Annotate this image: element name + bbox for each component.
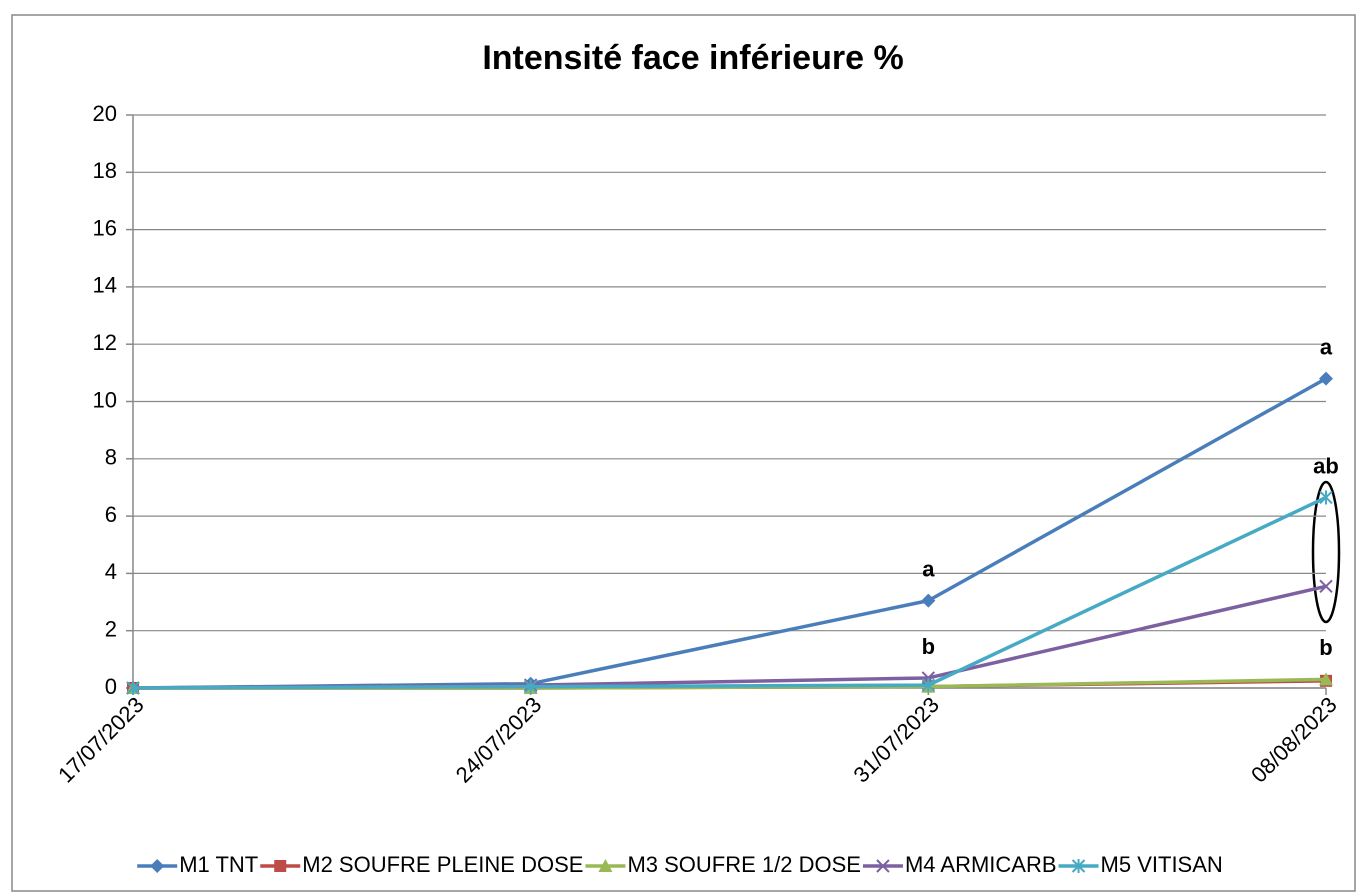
chart-title: Intensité face inférieure % (482, 39, 903, 77)
annotation: b (922, 634, 935, 659)
y-tick-label: 8 (105, 445, 117, 470)
annotation: a (922, 556, 935, 581)
marker (274, 860, 287, 872)
marker (921, 678, 936, 693)
y-tick-label: 2 (105, 617, 117, 642)
marker (523, 679, 538, 694)
y-tick-label: 18 (93, 158, 117, 183)
marker (921, 593, 936, 608)
legend-label: M1 TNT (179, 852, 258, 877)
marker (1319, 579, 1333, 593)
y-tick-label: 10 (93, 387, 117, 412)
marker (1071, 859, 1086, 873)
legend-label: M3 SOUFRE 1/2 DOSE (627, 852, 861, 877)
marker (1319, 371, 1333, 386)
legend-label: M2 SOUFRE PLEINE DOSE (302, 852, 583, 877)
legend: M1 TNT M2 SOUFRE PLEINE DOSE M3 SOUFRE 1/2… (137, 852, 1223, 877)
marker (598, 859, 613, 872)
chart-border (11, 14, 1356, 892)
legend-label: M5 VITISAN (1101, 852, 1223, 877)
marker (1319, 672, 1333, 686)
annotation: a (1320, 334, 1333, 359)
y-tick-label: 0 (105, 674, 117, 699)
marker (126, 681, 140, 695)
marker (150, 859, 165, 873)
legend-label: M4 ARMICARB (905, 852, 1057, 877)
series-line (132, 495, 1327, 690)
marker (1319, 490, 1333, 505)
highlight-ellipse (1311, 480, 1341, 624)
y-tick-label: 12 (93, 330, 117, 355)
y-tick-label: 6 (105, 502, 117, 527)
y-tick-label: 20 (93, 101, 117, 126)
y-tick-label: 4 (105, 559, 117, 584)
y-tick-label: 16 (93, 215, 117, 240)
y-tick-label: 14 (93, 273, 117, 298)
annotation: b (1319, 635, 1332, 660)
annotation: ab (1313, 453, 1339, 478)
marker (876, 859, 890, 873)
